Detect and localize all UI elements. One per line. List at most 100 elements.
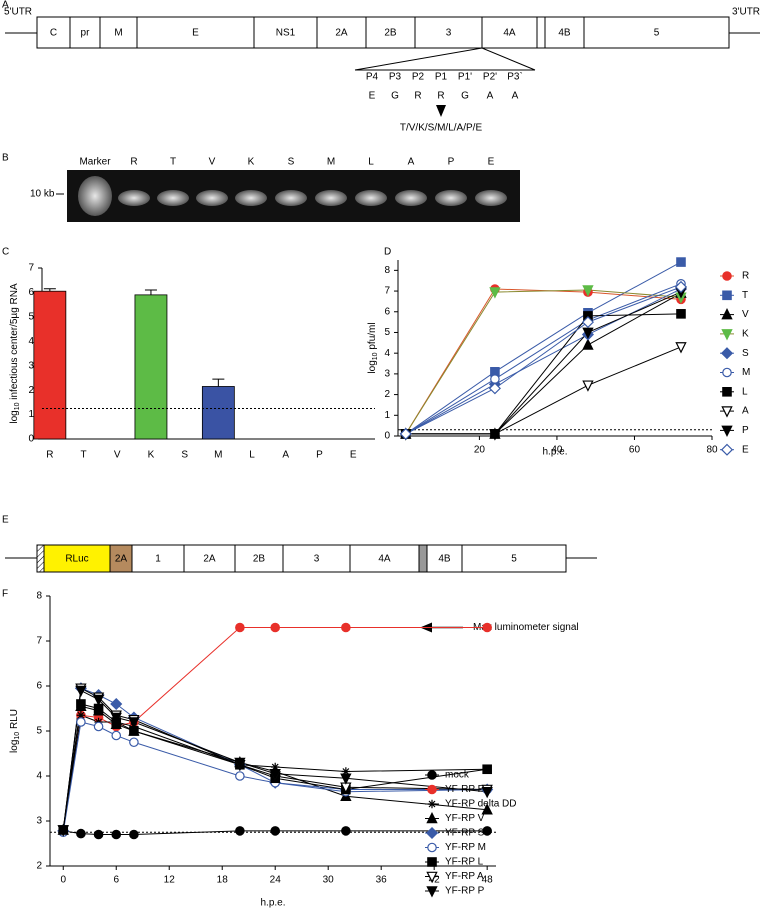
marker	[235, 771, 245, 781]
marker	[76, 699, 86, 709]
panel-label: C	[2, 247, 9, 258]
y-tick-label: 0	[384, 431, 390, 442]
marker	[270, 622, 281, 633]
segment-label: 4A	[378, 554, 391, 565]
segment-label: pr	[81, 28, 91, 39]
lane-label: L	[368, 157, 374, 168]
marker	[110, 712, 122, 725]
lane-label: M	[327, 157, 335, 168]
marker	[399, 427, 412, 440]
site-residue: R	[437, 91, 444, 102]
segment-label: NS1	[276, 28, 296, 39]
series-line	[405, 288, 682, 435]
lane-label: K	[248, 157, 255, 168]
legend-marker	[722, 387, 732, 397]
y-tick-label: 3	[36, 816, 42, 827]
legend-label: E	[742, 444, 749, 455]
lane-label: P	[448, 157, 455, 168]
y-axis-label: log10 infectious center/5µg RNA	[9, 283, 21, 424]
legend-label: S	[742, 348, 749, 359]
legend-marker	[427, 842, 437, 853]
panel-label: D	[384, 247, 391, 258]
marker	[341, 767, 351, 776]
y-tick-label: 5	[384, 327, 390, 338]
site-residue: A	[487, 91, 494, 102]
x-tick-label: 18	[217, 875, 229, 886]
gel-band	[157, 190, 189, 206]
y-tick-label: 4	[36, 771, 42, 782]
genome-segment	[183, 544, 236, 573]
legend-label: M	[742, 367, 750, 378]
segment-label: 2B	[253, 554, 266, 565]
site-position: P3	[389, 72, 402, 83]
error-bar	[212, 378, 225, 387]
x-tick-label: 48	[482, 875, 494, 886]
segment-label: 2A	[335, 28, 348, 39]
legend-marker	[722, 290, 732, 301]
site-residue: G	[391, 91, 399, 102]
y-tick-label: 8	[36, 591, 42, 602]
y-tick-label: 6	[384, 306, 390, 317]
lane-label: V	[209, 157, 216, 168]
y-label-part: log	[9, 410, 20, 423]
gel-band	[475, 190, 507, 206]
y-tick-label: 5	[36, 726, 42, 737]
substitutions: T/V/K/S/M/L/A/P/E	[400, 123, 483, 134]
y-label-part: 10	[14, 402, 21, 410]
marker	[582, 338, 594, 350]
y-axis-label: log10 pfu/ml	[367, 322, 379, 373]
legend-marker	[426, 871, 438, 884]
marker	[111, 829, 122, 840]
marker	[340, 773, 352, 785]
y-tick-label: 6	[36, 681, 42, 692]
x-tick-label: 40	[551, 445, 563, 456]
y-label-part: log	[367, 360, 378, 373]
genome-segment	[349, 544, 420, 573]
panel-label: E	[2, 515, 9, 526]
genome-segment	[544, 16, 585, 49]
segment-label: M	[114, 28, 122, 39]
legend-marker	[721, 425, 733, 437]
legend-label: YF-RP A	[445, 871, 484, 882]
series-line	[405, 346, 682, 435]
utr-label: 3'UTR	[732, 7, 760, 18]
x-tick-label: 6	[113, 875, 119, 886]
legend-marker	[427, 784, 437, 795]
marker	[676, 257, 686, 267]
y-tick-label: 6	[28, 287, 34, 298]
y-tick-label: 4	[28, 336, 34, 347]
gel-band	[118, 190, 150, 206]
legend-label: YF-RP L	[445, 857, 484, 868]
marker	[57, 825, 69, 837]
site-position: P1	[435, 72, 448, 83]
marker	[235, 826, 245, 836]
genome-segment	[414, 16, 483, 49]
site-position: P2'	[483, 72, 497, 83]
x-tick-label: 80	[706, 445, 718, 456]
legend-label: mock	[445, 770, 470, 781]
legend-label: K	[742, 329, 749, 340]
genome-segment	[234, 544, 284, 573]
x-tick-label: T	[80, 450, 86, 461]
site-position: P4	[366, 72, 379, 83]
marker	[582, 327, 594, 340]
error-bar	[144, 289, 157, 295]
gel-band	[196, 190, 228, 206]
legend-marker	[720, 443, 734, 456]
genome-segment	[461, 544, 567, 573]
segment-label: E	[192, 28, 199, 39]
marker	[75, 685, 87, 698]
series-line	[405, 289, 682, 435]
legend-label: YF-RP V	[445, 813, 485, 824]
y-label-part: RLU	[9, 709, 20, 732]
annotation: Max luminometer signal	[473, 622, 579, 633]
series-line	[405, 291, 682, 435]
genome-segment	[43, 544, 111, 573]
legend-marker	[721, 406, 733, 418]
y-axis-label: log10 RLU	[9, 709, 21, 753]
gel-band	[435, 190, 467, 206]
genome-segment	[131, 544, 185, 573]
y-label-part: infectious center/5µg RNA	[9, 283, 20, 402]
segment-label: 5	[511, 554, 517, 565]
series-line	[62, 689, 488, 831]
